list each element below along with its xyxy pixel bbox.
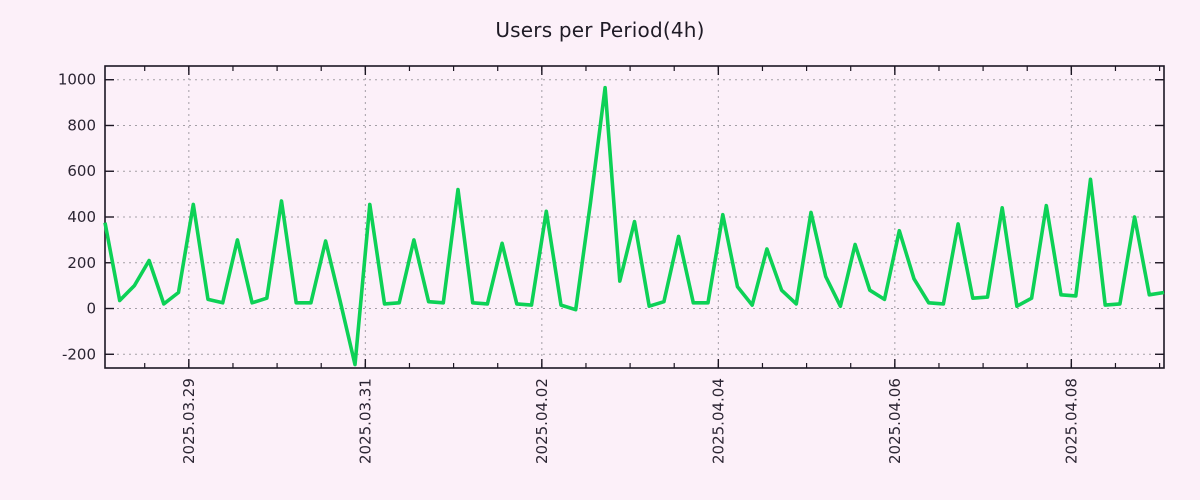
series-line-users <box>103 85 1165 367</box>
x-tick-label: 2025.04.08 <box>1062 378 1080 464</box>
x-tick-label: 2025.04.06 <box>886 378 904 464</box>
x-tick-label: 2025.03.31 <box>356 378 374 464</box>
x-tick-label: 2025.04.04 <box>709 378 727 464</box>
y-tick-label: 400 <box>67 208 96 226</box>
y-tick-label: 0 <box>86 300 96 318</box>
y-tick-label: 600 <box>67 162 96 180</box>
y-tick-label: 800 <box>67 116 96 134</box>
chart-title: Users per Period(4h) <box>495 18 705 42</box>
x-tick-label: 2025.03.29 <box>180 378 198 464</box>
plot-border <box>104 65 1165 369</box>
x-tick-label: 2025.04.02 <box>533 378 551 464</box>
y-tick-label: 200 <box>67 254 96 272</box>
y-tick-label: -200 <box>62 345 96 363</box>
y-tick-label: 1000 <box>58 71 96 89</box>
